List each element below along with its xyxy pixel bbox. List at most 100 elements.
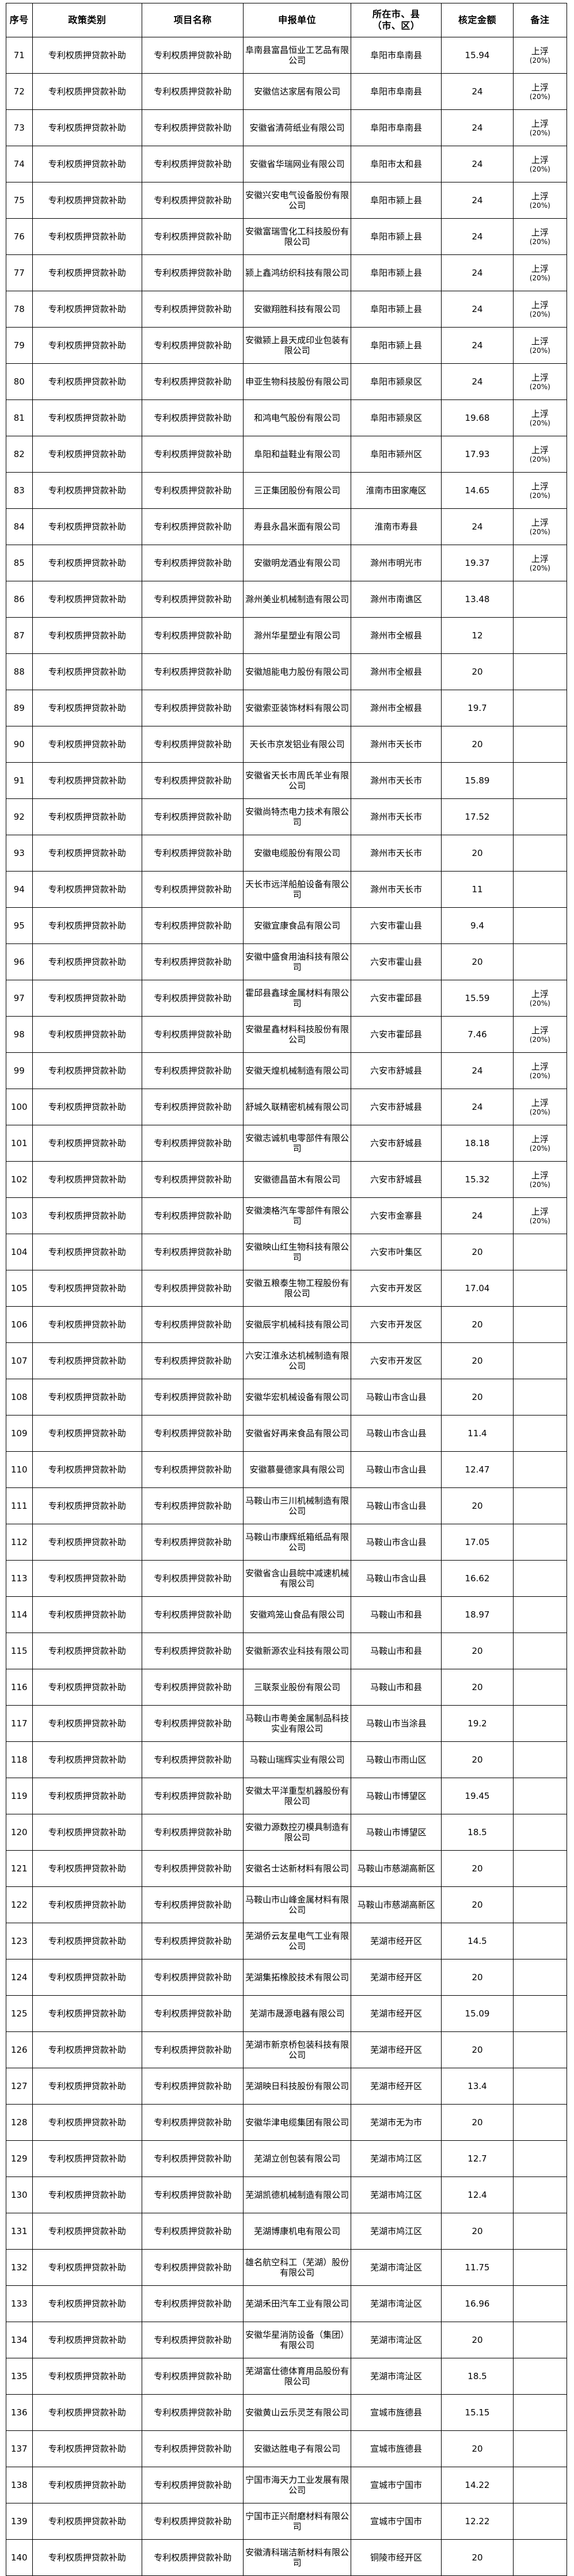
remark-percent: (20%) <box>529 382 550 391</box>
cell-applicant-unit: 安徽名士达新材料有限公司 <box>243 1850 351 1887</box>
cell-remark <box>512 2285 568 2322</box>
cell-approved-amount: 20 <box>441 2104 514 2141</box>
remark-percent: (20%) <box>529 491 550 500</box>
cell-approved-amount: 20 <box>441 1959 514 1996</box>
remark-label: 上浮 <box>531 553 549 564</box>
cell-applicant-unit: 安徽星鑫材料科技股份有限公司 <box>243 1016 351 1053</box>
cell-applicant-unit: 六安江淮永达机械制造有限公司 <box>243 1342 351 1379</box>
cell-applicant-unit: 安徽颍上县天成印业包装有限公司 <box>243 327 351 364</box>
cell-region: 淮南市田家庵区 <box>350 472 442 509</box>
cell-policy-type: 专利权质押贷款补助 <box>32 472 143 509</box>
cell-applicant-unit: 安徽五粮泰生物工程股份有限公司 <box>243 1270 351 1307</box>
cell-seq: 130 <box>6 2177 33 2213</box>
remark-label: 上浮 <box>531 227 549 238</box>
cell-applicant-unit: 安徽华津电缆集团有限公司 <box>243 2104 351 2141</box>
table-row: 108 专利权质押贷款补助 专利权质押贷款补助 安徽华宏机械设备有限公司 马鞍山市含山县… <box>6 1379 568 1416</box>
remark-percent: (20%) <box>529 418 550 427</box>
cell-region: 宣城市宁国市 <box>350 2467 442 2503</box>
table-row: 123 专利权质押贷款补助 专利权质押贷款补助 芜湖侨云友星电气工业有限公司 芜湖市经开… <box>6 1923 568 1959</box>
cell-project-name: 专利权质押贷款补助 <box>142 690 244 726</box>
cell-seq: 71 <box>6 37 33 74</box>
cell-seq: 75 <box>6 182 33 219</box>
cell-region: 滁州市天长市 <box>350 762 442 799</box>
cell-seq: 122 <box>6 1886 33 1923</box>
table-row: 100 专利权质押贷款补助 专利权质押贷款补助 舒城久联精密机械有限公司 六安市舒城县 2… <box>6 1089 568 1125</box>
cell-approved-amount: 19.2 <box>441 1705 514 1742</box>
cell-region: 滁州市明光市 <box>350 545 442 581</box>
cell-region: 马鞍山市博望区 <box>350 1814 442 1851</box>
cell-region: 六安市霍邱县 <box>350 1016 442 1053</box>
table-row: 114 专利权质押贷款补助 专利权质押贷款补助 安徽鸡笼山食品有限公司 马鞍山市和县 18… <box>6 1596 568 1633</box>
remark-label: 上浮 <box>531 336 549 347</box>
cell-remark <box>512 798 568 835</box>
cell-approved-amount: 17.52 <box>441 798 514 835</box>
cell-approved-amount: 14.5 <box>441 1923 514 1959</box>
table-row: 106 专利权质押贷款补助 专利权质押贷款补助 安徽辰宇机械科技有限公司 六安市开发区 2… <box>6 1306 568 1343</box>
table-row: 89 专利权质押贷款补助 专利权质押贷款补助 安徽索亚装饰材料有限公司 滁州市全椒县 19… <box>6 690 568 726</box>
cell-approved-amount: 20 <box>441 1886 514 1923</box>
cell-applicant-unit: 安徽辰宇机械科技有限公司 <box>243 1306 351 1343</box>
cell-seq: 84 <box>6 508 33 545</box>
cell-approved-amount: 20 <box>441 1379 514 1416</box>
cell-approved-amount: 20 <box>441 2031 514 2068</box>
table-row: 112 专利权质押贷款补助 专利权质押贷款补助 马鞍山市康辉纸箱纸品有限公司 马鞍山市含… <box>6 1524 568 1561</box>
cell-seq: 73 <box>6 109 33 146</box>
cell-policy-type: 专利权质押贷款补助 <box>32 2322 143 2358</box>
cell-project-name: 专利权质押贷款补助 <box>142 617 244 654</box>
cell-region: 阜阳市颍上县 <box>350 254 442 291</box>
cell-remark: 上浮 (20%) <box>512 545 568 581</box>
cell-seq: 123 <box>6 1923 33 1959</box>
region-header-line2: （市、区） <box>372 20 420 31</box>
cell-region: 滁州市天长市 <box>350 871 442 908</box>
cell-policy-type: 专利权质押贷款补助 <box>32 2140 143 2177</box>
cell-policy-type: 专利权质押贷款补助 <box>32 1850 143 1887</box>
table-row: 136 专利权质押贷款补助 专利权质押贷款补助 安徽黄山云乐灵芝有限公司 宣城市旌德县 1… <box>6 2394 568 2431</box>
cell-region: 阜阳市阜南县 <box>350 109 442 146</box>
table-row: 75 专利权质押贷款补助 专利权质押贷款补助 安徽兴安电气设备股份有限公司 阜阳市颍上县… <box>6 182 568 219</box>
cell-seq: 87 <box>6 617 33 654</box>
cell-seq: 72 <box>6 73 33 110</box>
cell-project-name: 专利权质押贷款补助 <box>142 762 244 799</box>
cell-seq: 76 <box>6 218 33 255</box>
cell-approved-amount: 12.22 <box>441 2503 514 2540</box>
cell-remark <box>512 1778 568 1814</box>
cell-policy-type: 专利权质押贷款补助 <box>32 1705 143 1742</box>
cell-project-name: 专利权质押贷款补助 <box>142 1016 244 1053</box>
cell-approved-amount: 20 <box>441 1306 514 1343</box>
cell-project-name: 专利权质押贷款补助 <box>142 798 244 835</box>
cell-seq: 79 <box>6 327 33 364</box>
cell-project-name: 专利权质押贷款补助 <box>142 1850 244 1887</box>
cell-seq: 125 <box>6 1995 33 2032</box>
cell-remark <box>512 835 568 872</box>
remark-percent: (20%) <box>529 1144 550 1152</box>
cell-region: 滁州市全椒县 <box>350 653 442 690</box>
cell-seq: 83 <box>6 472 33 509</box>
cell-applicant-unit: 安徽德昌苗木有限公司 <box>243 1161 351 1198</box>
cell-approved-amount: 12.7 <box>441 2140 514 2177</box>
cell-project-name: 专利权质押贷款补助 <box>142 2140 244 2177</box>
cell-project-name: 专利权质押贷款补助 <box>142 1342 244 1379</box>
cell-project-name: 专利权质押贷款补助 <box>142 472 244 509</box>
cell-policy-type: 专利权质押贷款补助 <box>32 581 143 618</box>
table-row: 109 专利权质押贷款补助 专利权质押贷款补助 安徽省好再来食品有限公司 马鞍山市含山县… <box>6 1415 568 1452</box>
remark-percent: (20%) <box>529 1071 550 1080</box>
cell-project-name: 专利权质押贷款补助 <box>142 1633 244 1669</box>
table-row: 93 专利权质押贷款补助 专利权质押贷款补助 安徽电缆股份有限公司 滁州市天长市 20 <box>6 835 568 872</box>
cell-applicant-unit: 安徽电缆股份有限公司 <box>243 835 351 872</box>
cell-project-name: 专利权质押贷款补助 <box>142 2394 244 2431</box>
cell-remark: 上浮 (20%) <box>512 508 568 545</box>
cell-policy-type: 专利权质押贷款补助 <box>32 1306 143 1343</box>
cell-project-name: 专利权质押贷款补助 <box>142 1451 244 1488</box>
cell-project-name: 专利权质押贷款补助 <box>142 1234 244 1270</box>
cell-policy-type: 专利权质押贷款补助 <box>32 1197 143 1234</box>
remark-percent: (20%) <box>529 1216 550 1225</box>
cell-remark <box>512 943 568 980</box>
table-row: 140 专利权质押贷款补助 专利权质押贷款补助 安徽清科瑞洁新材料有限公司 铜陵市经开区… <box>6 2539 568 2576</box>
cell-region: 六安市舒城县 <box>350 1125 442 1162</box>
table-row: 125 专利权质押贷款补助 专利权质押贷款补助 芜湖市晟源电器有限公司 芜湖市经开区 15… <box>6 1995 568 2032</box>
cell-approved-amount: 24 <box>441 146 514 182</box>
cell-project-name: 专利权质押贷款补助 <box>142 2322 244 2358</box>
table-row: 87 专利权质押贷款补助 专利权质押贷款补助 滁州华星塑业有限公司 滁州市全椒县 12 <box>6 617 568 654</box>
cell-project-name: 专利权质押贷款补助 <box>142 254 244 291</box>
cell-seq: 117 <box>6 1705 33 1742</box>
